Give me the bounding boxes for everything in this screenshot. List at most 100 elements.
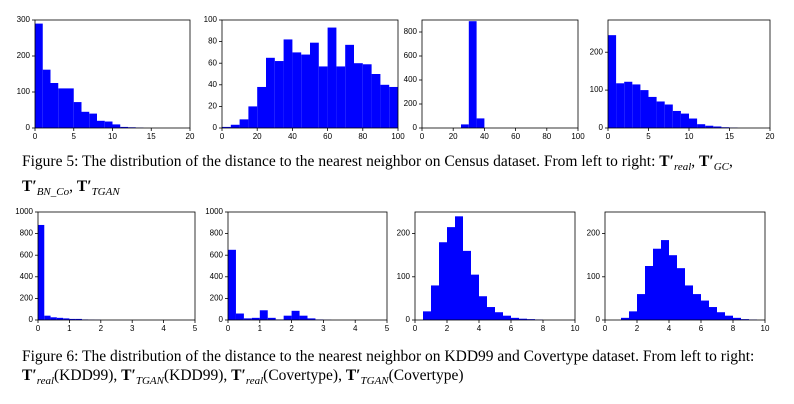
x-tick-label: 6 — [699, 324, 704, 333]
y-tick-label: 200 — [397, 229, 411, 238]
x-tick-label: 6 — [509, 324, 514, 333]
x-tick-label: 4 — [353, 324, 358, 333]
bar — [307, 318, 316, 320]
bar — [35, 23, 43, 129]
bar — [89, 113, 97, 128]
x-tick-label: 20 — [449, 132, 458, 141]
bar — [310, 42, 319, 128]
term-base: T′ — [76, 178, 92, 196]
x-tick-label: 0 — [36, 324, 41, 333]
x-tick-label: 15 — [147, 132, 156, 141]
bar — [299, 315, 308, 320]
bar — [120, 126, 128, 128]
y-tick-label: 600 — [20, 250, 34, 259]
term-sub: real — [36, 375, 55, 388]
term-base: T′ — [699, 153, 714, 170]
y-tick-label: 100 — [587, 272, 601, 281]
bar — [50, 83, 59, 128]
term-base: T′ — [231, 367, 246, 384]
y-tick-label: 800 — [404, 27, 418, 36]
x-tick-label: 20 — [766, 132, 775, 141]
y-tick-label: 800 — [20, 229, 34, 238]
bar — [292, 52, 302, 128]
bar — [701, 300, 709, 320]
bar — [725, 315, 733, 320]
term-base: T′ — [22, 178, 37, 196]
x-tick-label: 8 — [731, 324, 736, 333]
y-tick-label: 0 — [219, 315, 224, 324]
term-suffix: (Covertype) — [263, 367, 339, 384]
y-tick-label: 800 — [210, 229, 224, 238]
bar — [291, 310, 300, 320]
separator: , — [729, 153, 733, 170]
x-tick-label: 10 — [761, 324, 770, 333]
x-tick-label: 0 — [220, 132, 225, 141]
x-tick-label: 3 — [321, 324, 326, 333]
separator: , — [338, 367, 346, 384]
term-sub: real — [245, 375, 264, 388]
x-tick-label: 4 — [667, 324, 672, 333]
bar — [56, 317, 64, 320]
caption-text: Figure 6: The distribution of the distan… — [22, 348, 755, 365]
bar — [685, 285, 693, 320]
bar — [479, 296, 487, 320]
term-sub: TGAN — [135, 375, 164, 388]
bar — [693, 294, 701, 320]
x-tick-label: 40 — [480, 132, 489, 141]
term: T′BN_Co — [22, 178, 69, 198]
plot-frame — [604, 211, 766, 321]
bar — [104, 121, 113, 128]
x-tick-label: 60 — [511, 132, 520, 141]
x-tick-label: 60 — [323, 132, 332, 141]
y-tick-label: 0 — [26, 123, 31, 132]
y-tick-label: 60 — [208, 58, 217, 67]
x-tick-label: 100 — [391, 132, 405, 141]
separator: , — [69, 178, 77, 196]
bar — [257, 86, 266, 128]
x-tick-label: 10 — [685, 132, 694, 141]
x-tick-label: 4 — [161, 324, 166, 333]
bar — [447, 227, 455, 320]
bar — [656, 101, 665, 128]
bar — [354, 63, 363, 129]
separator: , — [223, 367, 232, 384]
bar — [527, 319, 535, 320]
bar — [327, 27, 337, 129]
x-tick-label: 4 — [477, 324, 482, 333]
term-base: T′ — [22, 367, 37, 384]
y-tick-label: 1000 — [205, 207, 223, 216]
bar — [431, 285, 439, 320]
y-tick-label: 1000 — [15, 207, 33, 216]
term-sub: TGAN — [91, 186, 120, 199]
bar — [380, 84, 390, 128]
x-tick-label: 2 — [289, 324, 294, 333]
bar — [42, 69, 51, 128]
term-base: T′ — [121, 367, 136, 384]
x-tick-label: 0 — [33, 132, 38, 141]
bar — [495, 312, 503, 320]
bar — [463, 250, 471, 320]
bar — [669, 255, 677, 320]
bar — [511, 317, 519, 320]
plot-frame — [227, 211, 388, 321]
term: T′real — [659, 153, 691, 173]
x-tick-label: 2 — [445, 324, 450, 333]
y-tick-label: 40 — [208, 80, 217, 89]
y-tick-label: 200 — [17, 51, 31, 60]
x-tick-label: 0 — [606, 132, 611, 141]
bar — [283, 315, 292, 320]
separator: , — [113, 367, 122, 384]
term: T′TGAN — [76, 178, 120, 199]
bar — [63, 318, 70, 320]
y-tick-label: 100 — [17, 87, 31, 96]
bar — [243, 318, 252, 320]
y-tick-label: 200 — [590, 47, 604, 56]
bar — [487, 307, 495, 320]
bar — [471, 274, 479, 320]
term-suffix: (KDD99) — [164, 367, 224, 384]
y-tick-label: 100 — [204, 15, 218, 24]
x-tick-label: 20 — [186, 132, 195, 141]
bar — [112, 124, 121, 128]
